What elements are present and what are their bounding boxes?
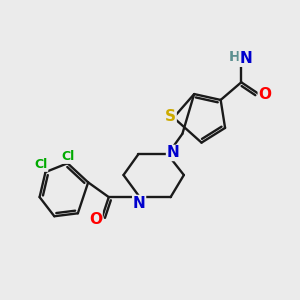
Text: N: N — [167, 146, 179, 160]
Text: O: O — [258, 87, 271, 102]
Text: S: S — [165, 109, 176, 124]
Text: H: H — [229, 50, 241, 64]
Text: Cl: Cl — [61, 150, 75, 163]
Text: O: O — [89, 212, 102, 227]
Text: N: N — [133, 196, 146, 211]
Text: Cl: Cl — [34, 158, 48, 171]
Text: N: N — [239, 51, 252, 66]
